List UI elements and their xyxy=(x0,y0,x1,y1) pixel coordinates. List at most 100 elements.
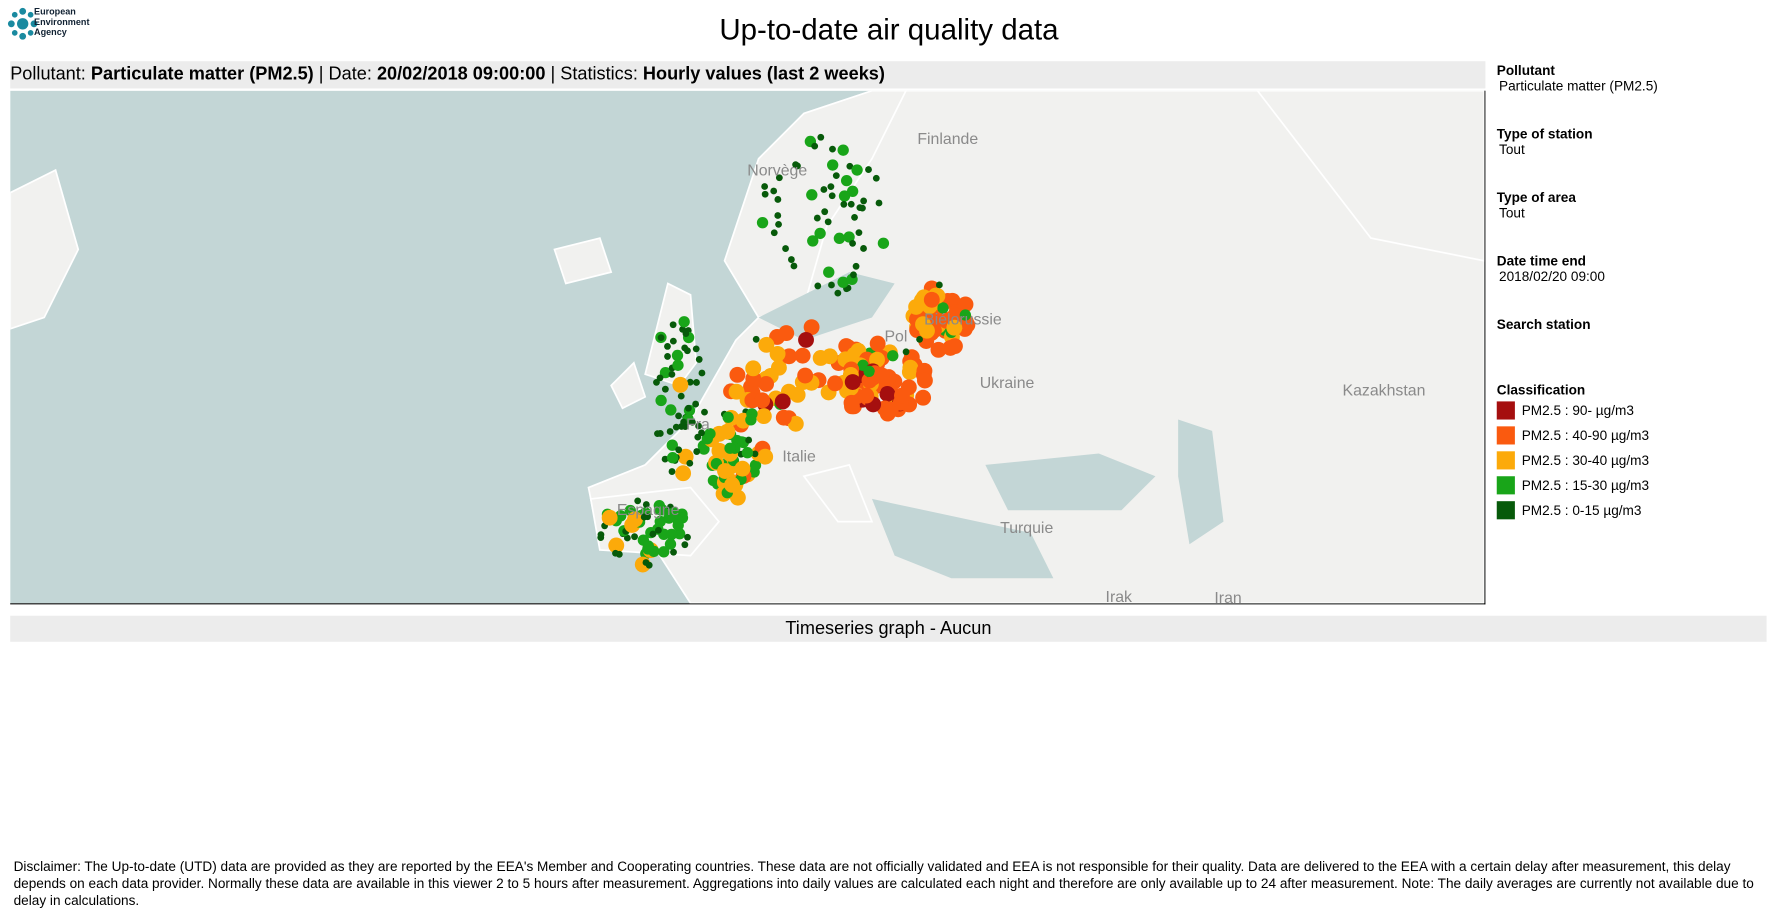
station-dot xyxy=(832,172,840,179)
legend-item: PM2.5 : 90- µg/m3 xyxy=(1496,398,1769,423)
map-label: Turquie xyxy=(1000,520,1053,537)
legend-label: PM2.5 : 90- µg/m3 xyxy=(1521,402,1634,419)
station-dot xyxy=(775,220,782,228)
station-dot xyxy=(686,459,694,467)
station-dot xyxy=(919,322,935,339)
legend-item: PM2.5 : 0-15 µg/m3 xyxy=(1496,498,1769,523)
inland-seas xyxy=(758,272,1224,579)
station-dot xyxy=(751,450,759,458)
station-dot xyxy=(688,418,696,426)
station-dot xyxy=(649,530,657,538)
map-label: Kazakhstan xyxy=(1343,383,1426,400)
station-dot xyxy=(761,183,769,190)
station-dot xyxy=(852,262,860,270)
section-value: Tout xyxy=(1499,141,1525,158)
station-dots xyxy=(597,133,976,573)
station-dot xyxy=(664,538,677,550)
station-dot xyxy=(803,319,820,336)
legend-label: PM2.5 : 15-30 µg/m3 xyxy=(1521,477,1650,494)
map-label: Pol xyxy=(884,328,907,345)
map-label: Ukraine xyxy=(980,375,1035,392)
station-dot xyxy=(820,186,828,193)
station-dot xyxy=(774,212,782,219)
classification-title: Classification xyxy=(1496,382,1586,398)
station-dot xyxy=(724,442,736,454)
statistics: Hourly values (last 2 weeks) xyxy=(642,64,885,84)
station-dot xyxy=(782,245,789,252)
disclaimer: Disclaimer: The Up-to-date (UTD) data ar… xyxy=(13,858,1754,909)
station-dot xyxy=(671,349,684,362)
station-dot xyxy=(675,412,682,420)
station-dot xyxy=(844,374,861,390)
station-dot xyxy=(908,298,925,315)
station-dot xyxy=(847,200,855,208)
station-dot xyxy=(684,404,692,412)
station-dot xyxy=(860,197,868,205)
station-dot xyxy=(668,370,676,378)
station-dot xyxy=(653,499,665,512)
legend-item: PM2.5 : 15-30 µg/m3 xyxy=(1496,473,1769,498)
station-dot xyxy=(681,541,689,549)
station-dot xyxy=(668,468,676,475)
station-dot xyxy=(823,266,835,278)
station-dot xyxy=(663,512,675,524)
station-dot xyxy=(692,400,700,408)
station-dot xyxy=(741,447,754,459)
station-dot xyxy=(813,214,821,222)
station-dot xyxy=(840,200,848,208)
station-dot xyxy=(665,404,677,416)
station-dot xyxy=(761,190,769,198)
station-dot xyxy=(642,540,654,552)
station-dot xyxy=(677,392,685,400)
page-title: Up-to-date air quality data xyxy=(719,12,1059,47)
station-dot xyxy=(837,144,849,156)
search-label[interactable]: Search station xyxy=(1496,316,1591,333)
station-dot xyxy=(666,452,679,464)
station-dot xyxy=(669,337,677,345)
station-dot xyxy=(661,455,669,463)
station-dot xyxy=(654,526,662,534)
station-dot xyxy=(923,291,940,308)
station-dot xyxy=(787,256,795,263)
station-dot xyxy=(817,133,825,141)
station-dot xyxy=(787,415,804,432)
station-dot xyxy=(829,145,836,153)
station-dot xyxy=(656,374,664,382)
station-dot xyxy=(717,463,733,479)
station-dot xyxy=(860,245,867,252)
pollutant: Particulate matter (PM2.5) xyxy=(90,64,314,84)
station-dot xyxy=(855,229,863,237)
station-dot xyxy=(655,394,667,407)
station-dot xyxy=(879,386,896,402)
station-dot xyxy=(833,232,846,245)
section-value: Particulate matter (PM2.5) xyxy=(1499,78,1658,95)
map-label: Iran xyxy=(1214,590,1241,604)
section-value: 2018/02/20 09:00 xyxy=(1499,268,1605,285)
station-dot xyxy=(807,235,819,247)
legend-label: PM2.5 : 40-90 µg/m3 xyxy=(1521,427,1650,444)
station-dot xyxy=(698,443,710,455)
station-dot xyxy=(824,218,832,226)
station-dot xyxy=(666,428,674,435)
station-dot xyxy=(814,282,822,290)
legend-swatch xyxy=(1496,401,1515,420)
station-dot xyxy=(821,208,829,216)
station-dot xyxy=(698,429,705,437)
station-dot xyxy=(672,423,680,431)
map[interactable]: Finlande Norvège Biélorussie Pol Ukraine Kaza… xyxy=(10,90,1486,605)
station-dot xyxy=(869,335,886,352)
station-dot xyxy=(745,414,757,426)
station-dot xyxy=(634,497,642,505)
station-dot xyxy=(863,365,875,378)
station-dot xyxy=(722,411,734,423)
station-dot xyxy=(916,335,923,343)
station-dot xyxy=(758,336,775,353)
station-dot xyxy=(887,350,899,362)
station-dot xyxy=(790,262,798,270)
station-dot xyxy=(851,164,863,176)
station-dot xyxy=(680,418,687,426)
station-dot xyxy=(627,511,643,528)
station-dot xyxy=(679,325,686,333)
station-dot xyxy=(664,343,671,350)
